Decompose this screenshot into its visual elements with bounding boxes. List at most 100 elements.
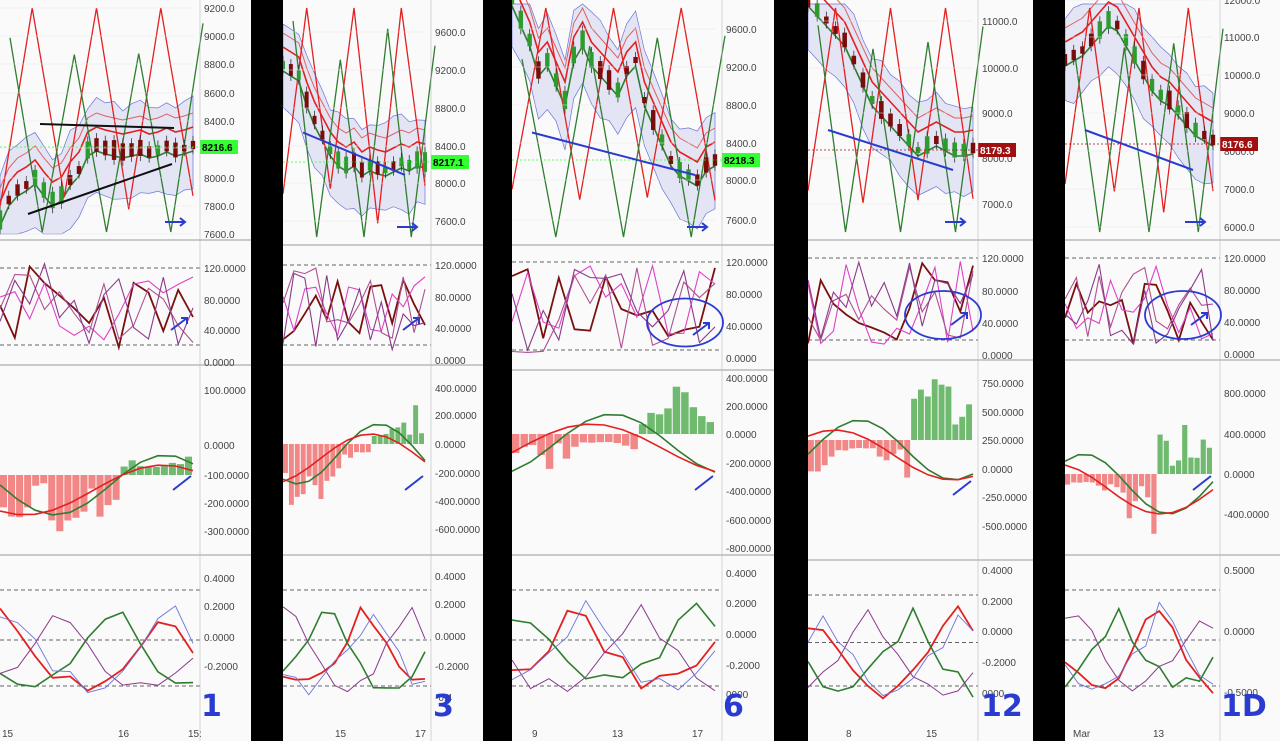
oscillator-line [808, 604, 974, 700]
macd-histogram-bar [849, 440, 856, 449]
macd-histogram-bar [1157, 434, 1163, 474]
trend-annotation-line [302, 131, 406, 176]
stoch-line [1065, 264, 1214, 340]
macd-histogram-bar [104, 475, 112, 506]
macd-histogram-bar [336, 444, 342, 469]
bear-candle [1210, 134, 1216, 146]
oscillator-line [1065, 601, 1214, 690]
osc2-tick-label: 0.0000 [1224, 470, 1255, 481]
bollinger-band [1065, 3, 1214, 185]
macd-histogram-bar [537, 434, 545, 456]
chart-panel-1: 9200.09000.08800.08600.08400.08200.08000… [0, 0, 251, 741]
bull-candle [512, 0, 515, 5]
bull-candle [407, 159, 412, 171]
annotation-arrow [945, 217, 967, 227]
oscillator-line [512, 599, 716, 691]
time-tick-label: 15: [188, 729, 202, 740]
macd-histogram-bar [1200, 439, 1206, 474]
bull-candle [328, 146, 333, 154]
macd-histogram-bar [828, 440, 835, 457]
bear-candle [824, 16, 829, 24]
macd-histogram-bar [419, 433, 424, 444]
osc1-tick-label: 40.0000 [982, 319, 1019, 330]
osc2-tick-label: -600.0000 [726, 516, 771, 527]
annotation-circle [646, 297, 724, 348]
last-price-label: 8179.3 [980, 146, 1011, 157]
price-tick-label: 12000.0 [1224, 0, 1261, 7]
bull-candle [527, 33, 532, 47]
osc3-tick-label: 0.4000 [982, 566, 1013, 577]
macd-histogram-bar [562, 434, 571, 459]
zigzag-red-line [512, 7, 716, 201]
osc1-tick-label: 0.0000 [435, 356, 466, 367]
timeframe-label: 3 [433, 689, 454, 724]
bear-candle [897, 124, 902, 136]
macd-histogram-bar [1108, 474, 1114, 485]
macd-signal-line [283, 433, 426, 483]
bear-candle [190, 140, 196, 150]
bear-candle [1065, 54, 1068, 66]
osc2-tick-label: 0.0000 [435, 440, 466, 451]
osc2-tick-label: -400.0000 [1224, 510, 1269, 521]
macd-histogram-bar [528, 434, 537, 446]
macd-histogram-bar [856, 440, 862, 449]
last-price-tag [431, 155, 469, 169]
trend-annotation-line [1084, 129, 1194, 171]
time-tick-label: 9 [532, 729, 538, 740]
macd-histogram-bar [808, 440, 814, 472]
bull-candle [399, 157, 404, 167]
bear-candle [1141, 60, 1146, 80]
macd-histogram-bar [1120, 474, 1126, 493]
osc1-tick-label: 120.0000 [204, 264, 246, 275]
timeframe-label: 1D [1221, 689, 1267, 724]
bear-candle [633, 56, 638, 64]
zigzag-green-line [292, 20, 436, 238]
stoch-line [283, 267, 426, 340]
macd-histogram-bar [348, 444, 353, 458]
bear-candle [94, 138, 99, 152]
chart-svg: 9200.09000.08800.08600.08400.08200.08000… [0, 0, 251, 741]
osc2-tick-label: -800.0000 [726, 544, 771, 555]
ma-red-line [0, 126, 194, 203]
macd-histogram-bar [152, 466, 160, 475]
bear-candle [624, 65, 629, 75]
macd-histogram-bar [1169, 465, 1175, 474]
bull-candle [518, 10, 524, 30]
annotation-arrow [950, 312, 968, 326]
zigzag-red-line [808, 7, 974, 203]
macd-histogram-bar [136, 466, 144, 475]
bear-candle [375, 161, 380, 175]
stoch-line [0, 264, 194, 351]
osc2-tick-label: -250.0000 [982, 493, 1027, 504]
bear-candle [304, 91, 309, 109]
timeframe-label: 1 [201, 689, 222, 724]
bull-candle [906, 134, 912, 146]
osc2-tick-label: 250.0000 [982, 436, 1024, 447]
bear-candle [842, 32, 847, 48]
macd-histogram-bar [1071, 474, 1077, 483]
macd-histogram-bar [924, 396, 931, 440]
price-tick-label: 11000.0 [1224, 33, 1260, 44]
osc1-tick-label: 80.0000 [435, 293, 472, 304]
macd-histogram-bar [184, 456, 192, 475]
bull-candle [1158, 89, 1163, 101]
osc2-tick-label: -600.0000 [435, 525, 480, 536]
osc1-tick-label: 120.0000 [435, 261, 477, 272]
macd-histogram-bar [32, 475, 40, 486]
osc1-tick-label: 80.0000 [1224, 286, 1261, 297]
chart-panel-6: 9600.0 9200.0 8800.0 8400.0 8000.0 7600.0 8218… [512, 0, 774, 741]
macd-histogram-bar [1095, 474, 1101, 486]
osc2-tick-label: -200.0000 [726, 459, 771, 470]
macd-histogram-bar [621, 434, 630, 446]
osc2-tick-label: 0.0000 [726, 430, 757, 441]
bear-candle [312, 115, 317, 125]
oscillator-line [512, 609, 716, 690]
osc3-tick-label: 0.0000 [204, 633, 235, 644]
bollinger-band [512, 3, 716, 230]
macd-histogram-bar [64, 475, 72, 521]
price-tick-label: 8000.0 [1224, 147, 1255, 158]
stoch-line [808, 260, 974, 339]
macd-histogram-bar [938, 384, 945, 440]
bull-candle [0, 210, 3, 230]
macd-histogram-bar [1182, 424, 1188, 474]
